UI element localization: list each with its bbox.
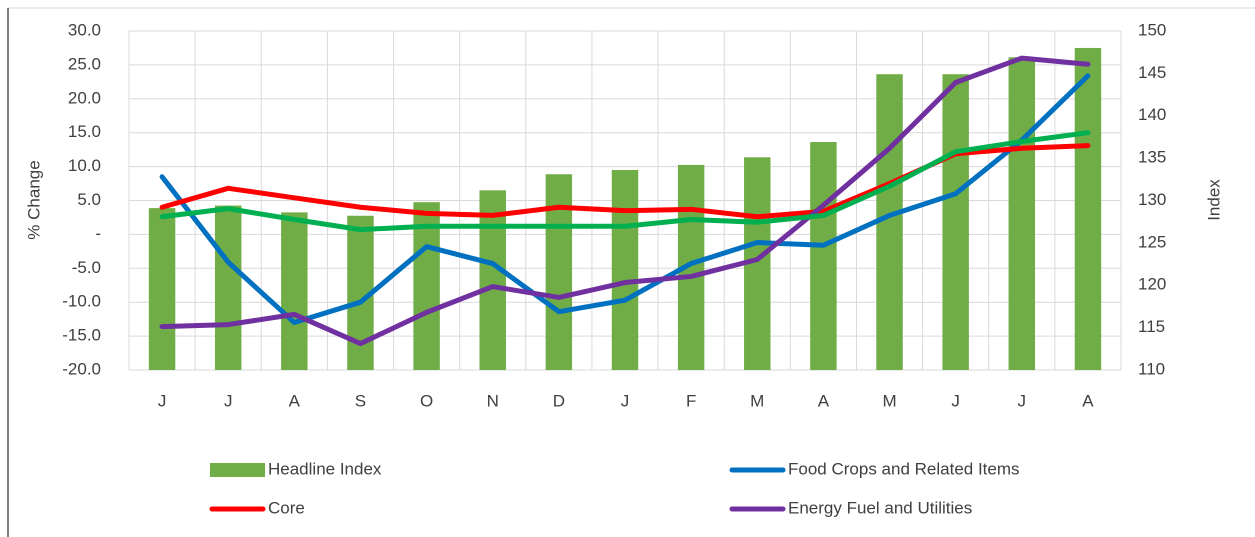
x-tick-label: A	[289, 391, 301, 410]
y-tick-label: 15.0	[68, 122, 101, 141]
y-tick-label: -	[95, 224, 101, 243]
x-tick-label: J	[224, 391, 233, 410]
bar	[545, 174, 573, 370]
y-tick-label: -20.0	[62, 359, 101, 378]
x-tick-label: M	[882, 391, 896, 410]
x-tick-label: M	[750, 391, 764, 410]
x-tick-label: J	[1018, 391, 1027, 410]
y-tick-label: 20.0	[68, 88, 101, 107]
line	[159, 55, 1091, 347]
y2-tick-label: 140	[1138, 105, 1166, 124]
legend-swatch	[210, 463, 265, 477]
y2-tick-label: 130	[1138, 190, 1166, 209]
y2-tick-label: 150	[1138, 20, 1166, 39]
x-tick-label: O	[420, 391, 433, 410]
y2-tick-label: 135	[1138, 148, 1166, 167]
y-tick-label: 10.0	[68, 156, 101, 175]
bar	[413, 202, 440, 370]
x-tick-label: A	[1082, 391, 1094, 410]
y-tick-label: 5.0	[77, 190, 101, 209]
legend-label: Food Crops and Related Items	[788, 459, 1020, 478]
x-tick-label: N	[487, 391, 499, 410]
y-tick-label: -15.0	[62, 326, 101, 345]
y2-tick-label: 115	[1138, 317, 1165, 336]
bar	[1074, 47, 1102, 370]
y-tick-label: -10.0	[62, 292, 101, 311]
x-tick-label: S	[355, 391, 366, 410]
y-tick-label: -5.0	[72, 258, 101, 277]
x-tick-label: A	[818, 391, 830, 410]
bar	[611, 169, 639, 370]
y2-tick-label: 145	[1138, 63, 1166, 82]
y-tick-label: 25.0	[68, 54, 101, 73]
legend-label: Headline Index	[268, 459, 382, 478]
y2-tick-label: 125	[1138, 232, 1166, 251]
bar	[1008, 57, 1036, 371]
line	[159, 73, 1091, 326]
y2-tick-label: 120	[1138, 275, 1166, 294]
bar	[479, 190, 506, 370]
bar	[281, 212, 308, 370]
legend-label: Energy Fuel and Utilities	[788, 498, 972, 517]
line	[159, 130, 1091, 233]
bar	[942, 74, 969, 370]
y-tick-label: 30.0	[68, 20, 101, 39]
bar	[810, 142, 837, 370]
y2-tick-label: 110	[1138, 359, 1165, 378]
x-tick-label: J	[158, 391, 167, 410]
y-axis-label: % Change	[24, 160, 43, 239]
bar	[214, 205, 242, 370]
x-tick-label: D	[553, 391, 565, 410]
y2-axis-label: Index	[1204, 179, 1223, 221]
bar	[148, 208, 176, 370]
x-tick-label: F	[686, 391, 696, 410]
x-tick-label: J	[951, 391, 960, 410]
legend-label: Core	[268, 498, 305, 517]
x-tick-label: J	[621, 391, 630, 410]
